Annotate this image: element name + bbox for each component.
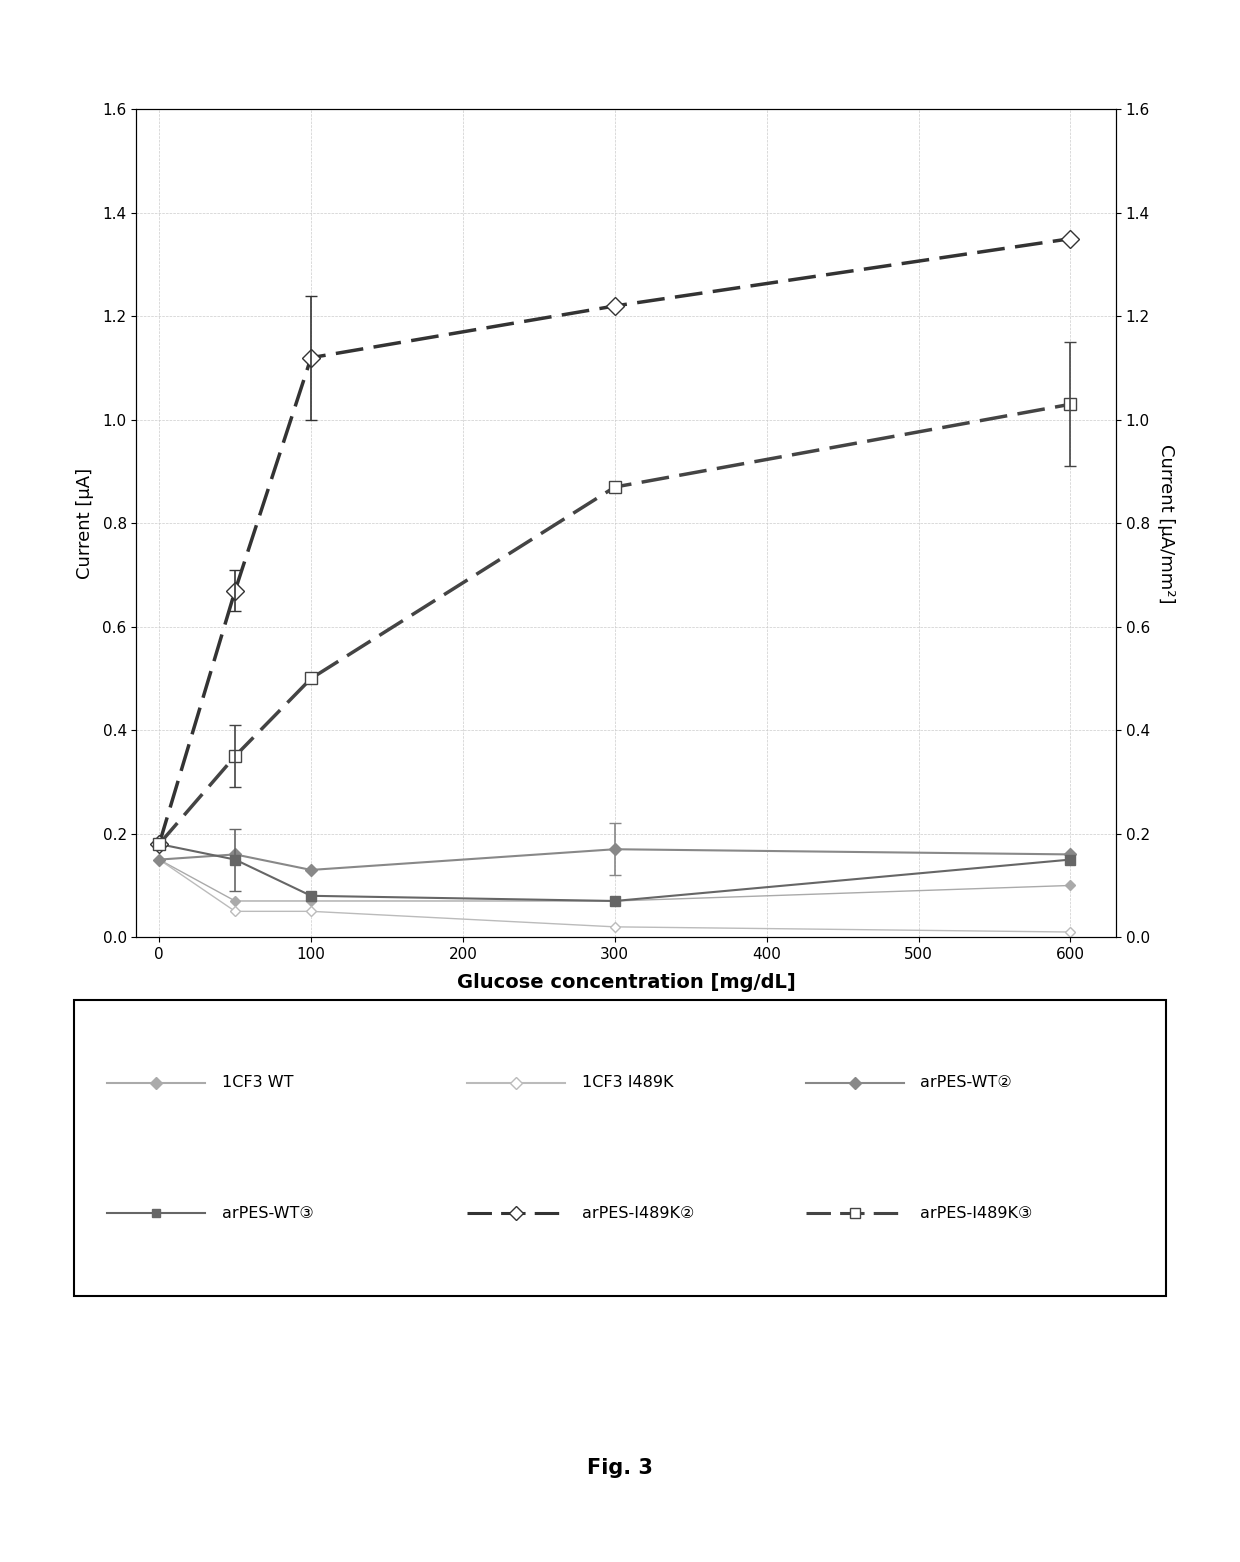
X-axis label: Glucose concentration [mg/dL]: Glucose concentration [mg/dL] bbox=[456, 973, 796, 992]
Y-axis label: Current [μA/mm²]: Current [μA/mm²] bbox=[1157, 444, 1176, 603]
Text: Fig. 3: Fig. 3 bbox=[587, 1459, 653, 1478]
Text: 1CF3 WT: 1CF3 WT bbox=[222, 1075, 293, 1090]
Text: arPES-I489K③: arPES-I489K③ bbox=[920, 1206, 1033, 1221]
Y-axis label: Current [μA]: Current [μA] bbox=[76, 467, 94, 580]
Text: 1CF3 I489K: 1CF3 I489K bbox=[582, 1075, 673, 1090]
Text: arPES-WT③: arPES-WT③ bbox=[222, 1206, 314, 1221]
Text: arPES-WT②: arPES-WT② bbox=[920, 1075, 1012, 1090]
Text: arPES-I489K②: arPES-I489K② bbox=[582, 1206, 694, 1221]
